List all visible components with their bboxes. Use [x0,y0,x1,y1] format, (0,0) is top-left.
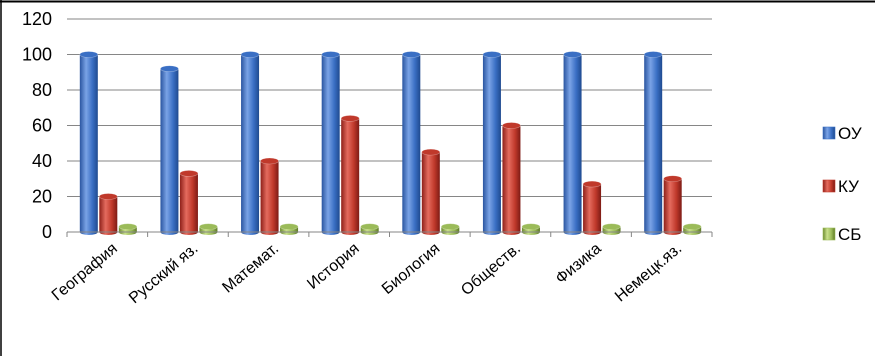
bar-ОУ-7 [643,51,663,235]
bar-ОУ-2 [240,51,260,235]
bar-КУ-0 [99,193,118,235]
y-tick-label: 120 [22,9,52,29]
legend-label: ОУ [838,124,862,143]
bars [66,51,713,237]
y-tick-label: 60 [32,116,52,136]
x-tick-label: Обществ. [458,240,524,299]
bar-СБ-2 [279,223,299,235]
legend-swatch [822,227,836,241]
legend-label: СБ [838,225,861,244]
legend-item-ОУ: ОУ [822,124,862,143]
legend-item-СБ: СБ [822,225,861,244]
x-tick-label: Математ. [219,240,282,297]
x-tick-label: География [49,240,121,304]
bar-ОУ-6 [563,51,582,235]
bar-СБ-0 [118,223,138,235]
x-tick-label: Русский яз. [126,240,201,307]
bar-КУ-1 [179,170,199,235]
legend-item-КУ: КУ [822,177,859,196]
bar-КУ-7 [663,175,682,235]
bar-СБ-3 [360,223,379,235]
y-tick-label: 80 [32,80,52,100]
y-tick-label: 0 [42,222,52,242]
y-tick-label: 20 [32,187,52,207]
y-axis-ticks: 0 20 40 60 80 100 120 [22,9,52,242]
bar-ОУ-4 [402,51,421,235]
bar-КУ-4 [421,148,441,235]
x-tick-label: Биология [379,240,443,298]
bar-КУ-5 [502,122,521,235]
y-tick-label: 100 [22,45,52,65]
x-tick-label: Немецк.яз. [612,240,685,305]
bar-КУ-3 [340,115,360,235]
x-tick-label: Физика [553,240,605,288]
bar-СБ-5 [521,223,541,235]
y-tick-label: 40 [32,151,52,171]
bar-ОУ-5 [482,51,502,235]
bar-КУ-2 [260,157,279,235]
bar-СБ-6 [602,223,621,235]
bar-ОУ-1 [160,65,179,235]
bar-СБ-7 [682,223,702,235]
bar-КУ-6 [582,180,602,235]
x-tick-label: История [304,240,362,293]
bar-СБ-4 [441,223,460,235]
x-axis-labels: География Русский яз. Математ. История Биоло… [49,240,685,307]
bar-СБ-1 [199,223,218,235]
bar-ОУ-0 [79,51,99,235]
legend: ОУ КУ СБ [822,124,862,244]
legend-swatch [822,126,836,140]
bar-ОУ-3 [321,51,340,235]
legend-swatch [822,179,836,193]
legend-label: КУ [838,177,859,196]
